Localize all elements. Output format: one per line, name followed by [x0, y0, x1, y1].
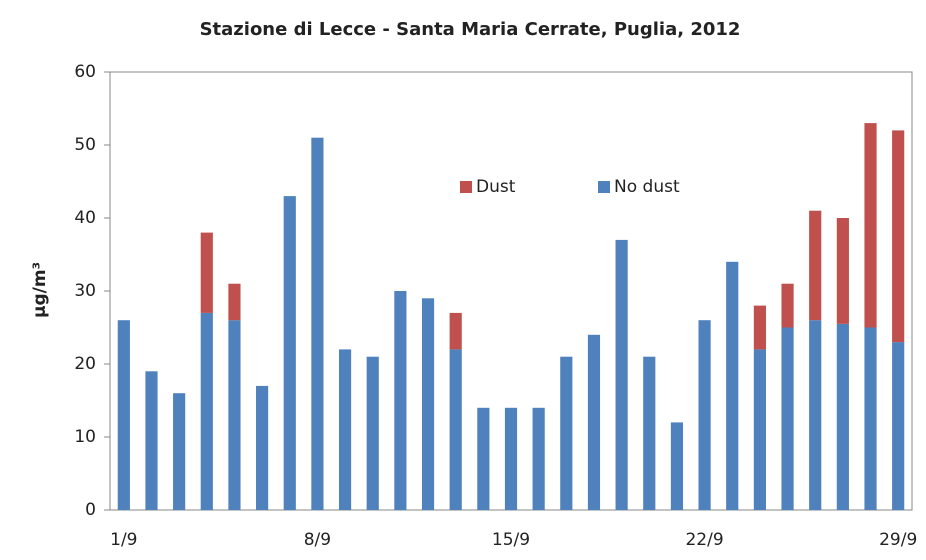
bar-segment	[256, 385, 269, 510]
bar-segment	[283, 196, 296, 510]
bar-segment	[117, 320, 130, 510]
bar-segment	[366, 356, 379, 510]
bar-segment	[892, 342, 905, 510]
bar-segment	[228, 320, 241, 510]
bar-segment	[892, 130, 905, 343]
y-tick-label: 0	[85, 500, 96, 520]
bar-segment	[864, 327, 877, 510]
bar-segment	[200, 312, 213, 510]
bar-segment	[477, 407, 490, 510]
legend-swatch	[460, 181, 472, 193]
bar-segment	[504, 407, 518, 510]
bar-segment	[698, 320, 711, 510]
bar-segment	[145, 371, 158, 510]
y-tick-label: 30	[74, 281, 96, 301]
bar-segment	[560, 356, 573, 510]
bar-segment	[753, 349, 766, 510]
y-tick-label: 10	[74, 427, 96, 447]
bar-segment	[781, 327, 794, 510]
bar-segment	[864, 123, 877, 328]
bar-segment	[643, 356, 656, 510]
legend-label: Dust	[476, 177, 516, 197]
x-tick-label: 22/9	[685, 530, 723, 550]
bar-segment	[394, 291, 407, 510]
bar-segment	[449, 349, 462, 510]
bar-segment	[449, 312, 462, 350]
bar-segment	[311, 137, 324, 510]
y-tick-label: 60	[74, 62, 96, 82]
x-tick-label: 1/9	[110, 530, 137, 550]
bar-segment	[670, 422, 684, 510]
x-tick-label: 8/9	[304, 530, 331, 550]
bar-segment	[338, 349, 352, 510]
y-tick-label: 20	[74, 354, 96, 374]
chart-title: Stazione di Lecce - Santa Maria Cerrate,…	[200, 19, 741, 40]
y-axis-label: μg/m³	[30, 262, 50, 318]
bar-segment	[726, 261, 739, 510]
y-tick-label: 40	[74, 208, 96, 228]
bar-segment	[615, 239, 628, 510]
bar-segment	[809, 210, 822, 321]
bar-segment	[173, 393, 186, 510]
bar-segment	[809, 320, 822, 510]
x-tick-label: 15/9	[492, 530, 530, 550]
bar-segment	[200, 232, 213, 313]
bar-segment	[228, 283, 241, 321]
bar-segment	[421, 298, 435, 510]
y-tick-label: 50	[74, 135, 96, 155]
bar-segment	[836, 218, 849, 324]
legend-label: No dust	[614, 177, 680, 197]
legend-swatch	[598, 181, 610, 193]
bar-segment	[532, 407, 545, 510]
bar-segment	[587, 334, 601, 510]
bar-segment	[836, 323, 849, 510]
x-tick-label: 29/9	[879, 530, 917, 550]
bar-segment	[753, 305, 766, 350]
bar-segment	[781, 283, 794, 328]
